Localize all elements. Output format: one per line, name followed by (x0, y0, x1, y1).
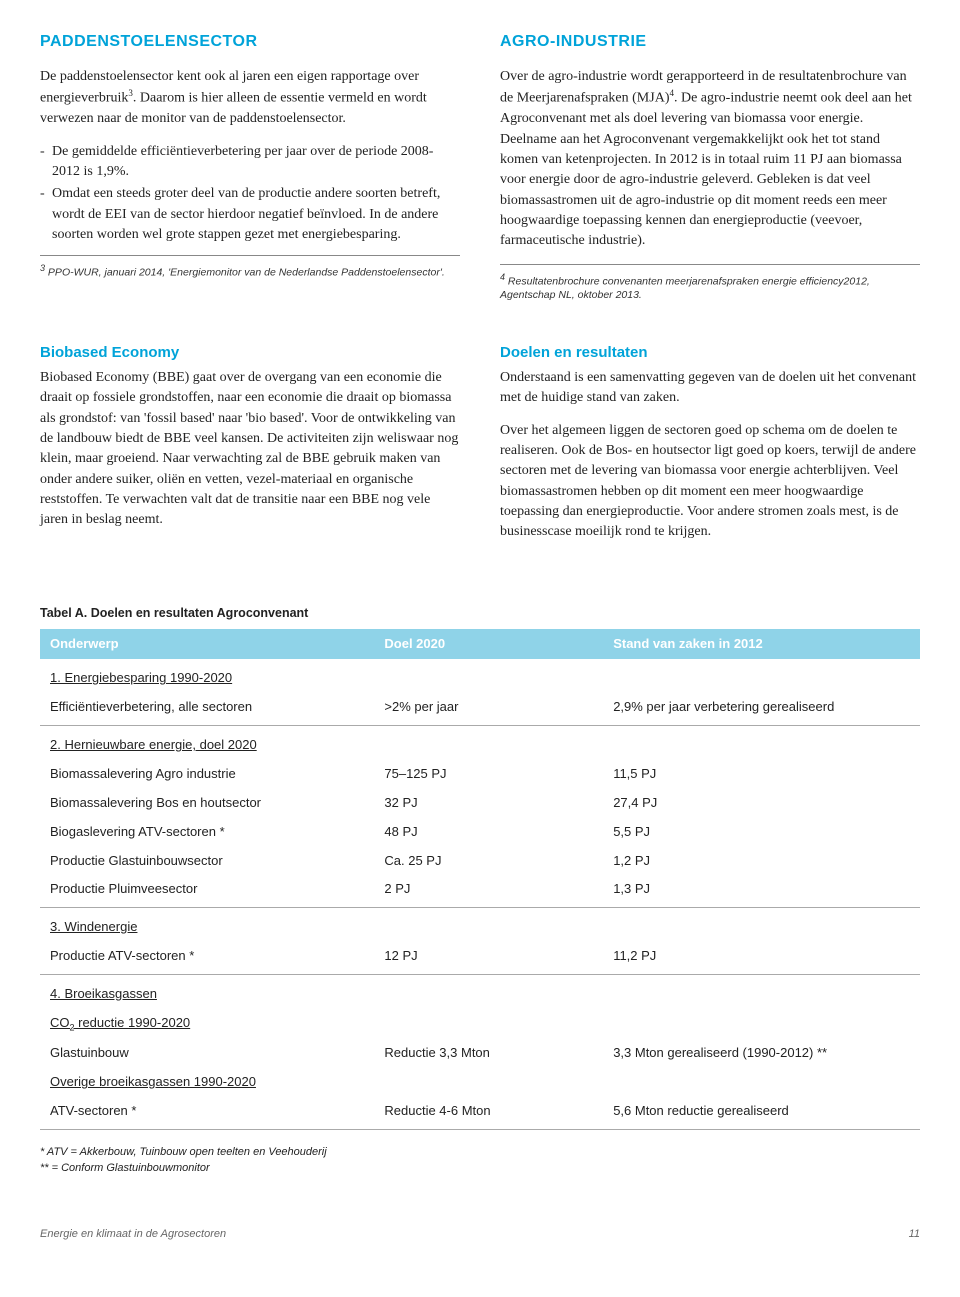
table-footnote: * ATV = Akkerbouw, Tuinbouw open teelten… (40, 1144, 920, 1161)
fn-text: Resultatenbrochure convenanten meerjaren… (500, 275, 870, 301)
table-footnotes: * ATV = Akkerbouw, Tuinbouw open teelten… (40, 1144, 920, 1177)
cell: 3,3 Mton gerealiseerd (1990-2012) ** (603, 1039, 920, 1068)
bullet-item: Omdat een steeds groter deel van de prod… (40, 184, 460, 245)
cell: Productie Pluimveesector (40, 875, 374, 907)
agro-industrie-box: AGRO-INDUSTRIE Over de agro-industrie wo… (500, 30, 920, 302)
table-row: Productie GlastuinbouwsectorCa. 25 PJ1,2… (40, 847, 920, 876)
doelen-para2: Over het algemeen liggen de sectoren goe… (500, 421, 920, 543)
table-row: Biomassalevering Bos en houtsector32 PJ2… (40, 789, 920, 818)
cell: Reductie 4-6 Mton (374, 1097, 603, 1129)
biobased-para: Biobased Economy (BBE) gaat over de over… (40, 368, 460, 530)
th-doel: Doel 2020 (374, 629, 603, 660)
group-head: 4. Broeikasgassen (40, 974, 920, 1008)
right-para: Over de agro-industrie wordt gerapportee… (500, 67, 920, 251)
cell: Ca. 25 PJ (374, 847, 603, 876)
cell: Efficiëntieverbetering, alle sectoren (40, 693, 374, 725)
right-footnote: 4 Resultatenbrochure convenanten meerjar… (500, 264, 920, 303)
table-row: 1. Energiebesparing 1990-2020 (40, 659, 920, 693)
cell: 11,5 PJ (603, 760, 920, 789)
table-caption: Tabel A. Doelen en resultaten Agroconven… (40, 604, 920, 622)
table-row: CO2 reductie 1990-2020 (40, 1009, 920, 1040)
cell: 5,6 Mton reductie gerealiseerd (603, 1097, 920, 1129)
cell: 5,5 PJ (603, 818, 920, 847)
cell: Biomassalevering Bos en houtsector (40, 789, 374, 818)
table-row: Overige broeikasgassen 1990-2020 (40, 1068, 920, 1097)
cell: 1,2 PJ (603, 847, 920, 876)
biobased-heading: Biobased Economy (40, 342, 460, 364)
cell: 2 PJ (374, 875, 603, 907)
cell: 48 PJ (374, 818, 603, 847)
table-header-row: Onderwerp Doel 2020 Stand van zaken in 2… (40, 629, 920, 660)
cell: 11,2 PJ (603, 942, 920, 974)
right-para-b: . De agro-industrie neemt ook deel aan h… (500, 91, 912, 248)
box-heading-right: AGRO-INDUSTRIE (500, 30, 920, 53)
th-stand: Stand van zaken in 2012 (603, 629, 920, 660)
page-number: 11 (909, 1227, 920, 1243)
group-head: 2. Hernieuwbare energie, doel 2020 (40, 726, 920, 760)
doelen-column: Doelen en resultaten Onderstaand is een … (500, 342, 920, 554)
agroconvenant-table: Onderwerp Doel 2020 Stand van zaken in 2… (40, 629, 920, 1130)
table-row: Biogaslevering ATV-sectoren *48 PJ5,5 PJ (40, 818, 920, 847)
doelen-heading: Doelen en resultaten (500, 342, 920, 364)
paddenstoelensector-box: PADDENSTOELENSECTOR De paddenstoelensect… (40, 30, 460, 302)
top-boxes: PADDENSTOELENSECTOR De paddenstoelensect… (40, 30, 920, 302)
table-body: 1. Energiebesparing 1990-2020 Efficiënti… (40, 659, 920, 1129)
footer-title: Energie en klimaat in de Agrosectoren (40, 1227, 226, 1243)
subhead: Overige broeikasgassen 1990-2020 (40, 1068, 920, 1097)
cell: Productie ATV-sectoren * (40, 942, 374, 974)
bullet-item: De gemiddelde efficiëntieverbetering per… (40, 142, 460, 183)
cell: 32 PJ (374, 789, 603, 818)
cell: Biogaslevering ATV-sectoren * (40, 818, 374, 847)
cell: Glastuinbouw (40, 1039, 374, 1068)
cell: >2% per jaar (374, 693, 603, 725)
cell: 1,3 PJ (603, 875, 920, 907)
cell: 12 PJ (374, 942, 603, 974)
table-row: GlastuinbouwReductie 3,3 Mton3,3 Mton ge… (40, 1039, 920, 1068)
cell: Reductie 3,3 Mton (374, 1039, 603, 1068)
doelen-para1: Onderstaand is een samenvatting gegeven … (500, 368, 920, 409)
cell: ATV-sectoren * (40, 1097, 374, 1129)
th-onderwerp: Onderwerp (40, 629, 374, 660)
left-para: De paddenstoelensector kent ook al jaren… (40, 67, 460, 130)
fn-text: PPO-WUR, januari 2014, 'Energiemonitor v… (45, 267, 445, 279)
table-row: ATV-sectoren *Reductie 4-6 Mton5,6 Mton … (40, 1097, 920, 1129)
biobased-column: Biobased Economy Biobased Economy (BBE) … (40, 342, 460, 554)
table-row: 3. Windenergie (40, 908, 920, 942)
cell: 2,9% per jaar verbetering gerealiseerd (603, 693, 920, 725)
cell: Productie Glastuinbouwsector (40, 847, 374, 876)
box-heading-left: PADDENSTOELENSECTOR (40, 30, 460, 53)
cell: 75–125 PJ (374, 760, 603, 789)
subhead: CO2 reductie 1990-2020 (40, 1009, 920, 1040)
table-footnote: ** = Conform Glastuinbouwmonitor (40, 1160, 920, 1177)
page-footer: Energie en klimaat in de Agrosectoren 11 (40, 1227, 920, 1243)
group-head: 3. Windenergie (40, 908, 920, 942)
table-row: Productie Pluimveesector2 PJ1,3 PJ (40, 875, 920, 907)
cell: Biomassalevering Agro industrie (40, 760, 374, 789)
table-row: Biomassalevering Agro industrie75–125 PJ… (40, 760, 920, 789)
table-row: Efficiëntieverbetering, alle sectoren >2… (40, 693, 920, 725)
table-row: 2. Hernieuwbare energie, doel 2020 (40, 726, 920, 760)
mid-columns: Biobased Economy Biobased Economy (BBE) … (40, 342, 920, 554)
left-footnote: 3 PPO-WUR, januari 2014, 'Energiemonitor… (40, 255, 460, 280)
group-head: 1. Energiebesparing 1990-2020 (40, 659, 920, 693)
table-row: 4. Broeikasgassen (40, 974, 920, 1008)
left-bullets: De gemiddelde efficiëntieverbetering per… (40, 142, 460, 245)
table-row: Productie ATV-sectoren *12 PJ11,2 PJ (40, 942, 920, 974)
cell: 27,4 PJ (603, 789, 920, 818)
